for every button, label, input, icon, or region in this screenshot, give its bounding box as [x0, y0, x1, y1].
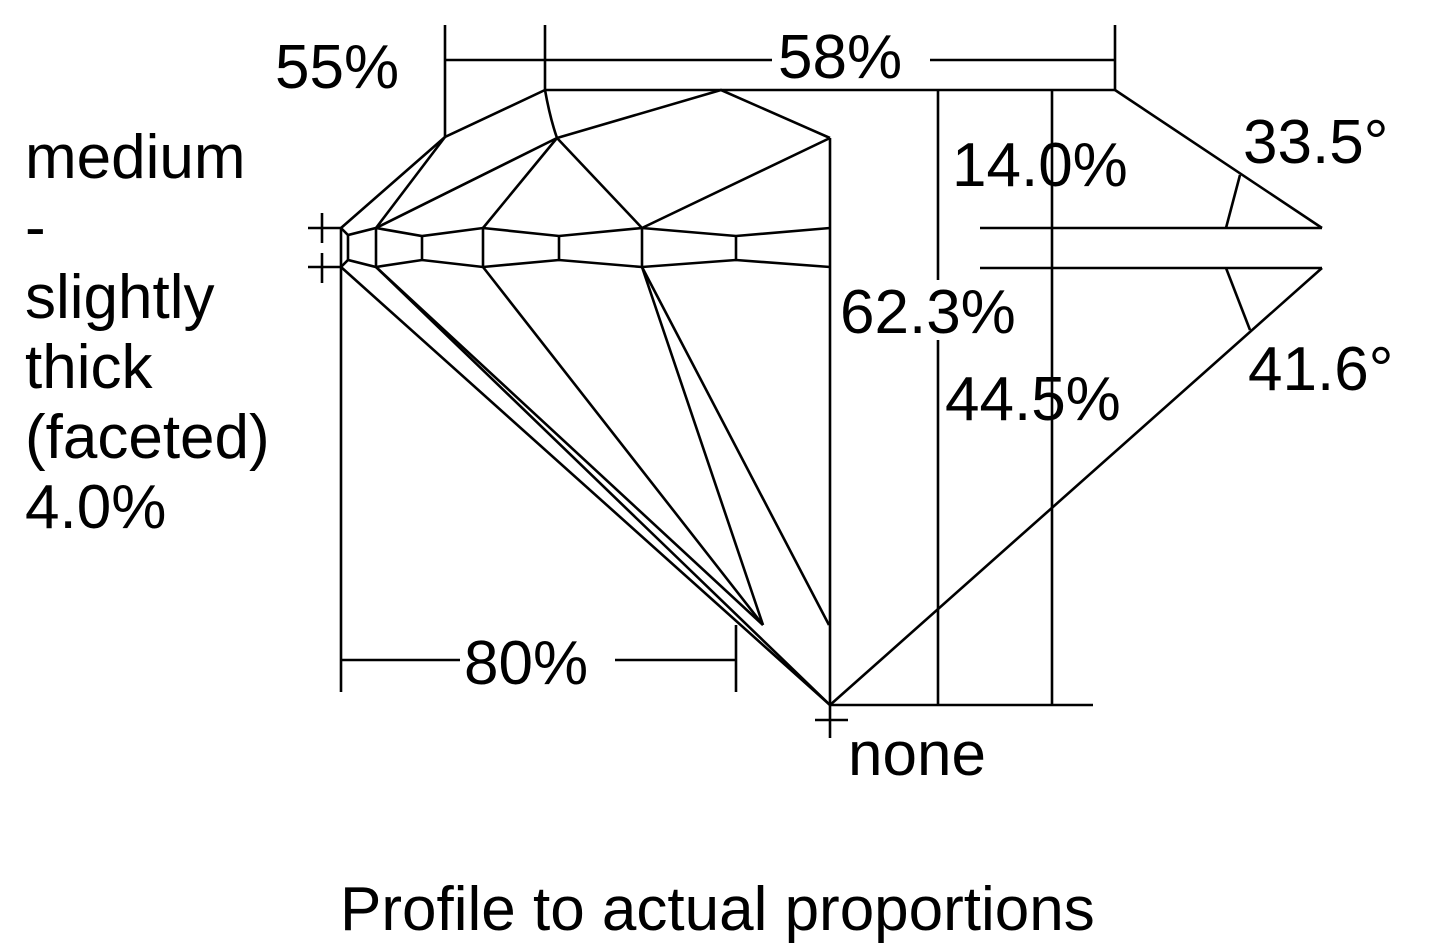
girdle-label-line-6: 4.0% — [25, 473, 166, 542]
crown-height-label: 14.0% — [952, 131, 1128, 200]
girdle-label-line-3: slightly — [25, 263, 215, 332]
table-label: 58% — [778, 23, 902, 92]
girdle-label-line-1: medium — [25, 123, 246, 192]
girdle-label-line-5: (faceted) — [25, 403, 270, 472]
girdle-label-line-2: - — [25, 193, 46, 262]
pavilion-depth-label: 44.5% — [945, 365, 1121, 434]
culet-label: none — [848, 720, 986, 789]
girdle-label-line-4: thick — [25, 333, 153, 402]
diamond-outline — [339, 88, 1115, 706]
dimension-lines — [308, 25, 1323, 738]
crown-angle-label: 33.5° — [1243, 108, 1388, 177]
lower-half-label: 80% — [464, 629, 588, 698]
caption: Profile to actual proportions — [340, 875, 1095, 944]
pavilion-angle-label: 41.6° — [1248, 335, 1393, 404]
star-length-label: 55% — [275, 33, 399, 102]
total-depth-label: 62.3% — [840, 278, 1016, 347]
